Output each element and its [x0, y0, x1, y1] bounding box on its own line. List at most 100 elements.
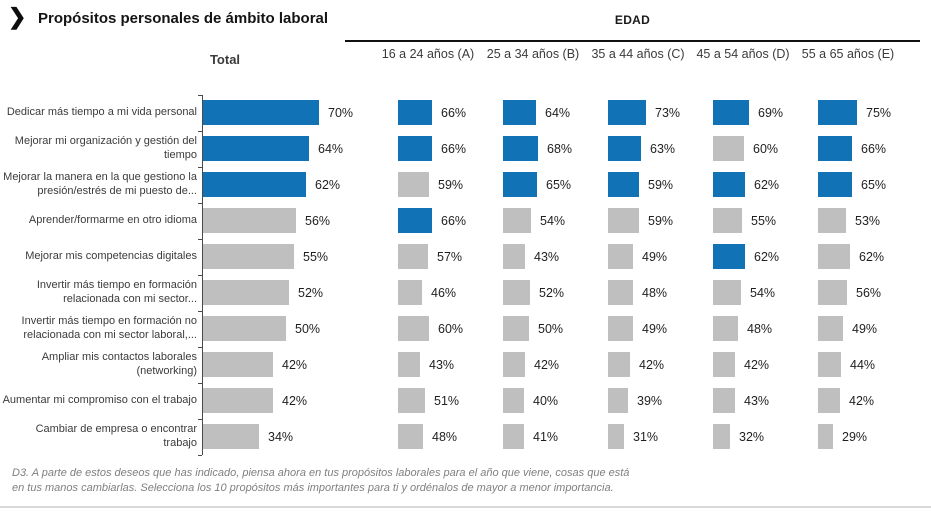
value-label: 56%: [856, 286, 882, 300]
axis-tick: [198, 311, 202, 312]
age-bar-highlighted: [398, 136, 432, 161]
age-bar: [503, 316, 529, 341]
value-label: 44%: [850, 358, 876, 372]
category-label: Mejorar mi organización y gestión del ti…: [14, 135, 197, 161]
value-label: 50%: [295, 322, 321, 336]
value-label: 49%: [642, 250, 668, 264]
value-label: 48%: [432, 430, 458, 444]
age-bar-highlighted: [818, 136, 852, 161]
value-label: 52%: [539, 286, 565, 300]
value-label: 73%: [655, 106, 681, 120]
column-header-age-E: 55 a 65 años (E): [801, 47, 895, 61]
value-label: 40%: [533, 394, 559, 408]
age-bar-highlighted: [503, 100, 536, 125]
total-bar: [203, 316, 286, 341]
total-bar: [203, 352, 273, 377]
age-bar: [818, 388, 840, 413]
age-bar-highlighted: [608, 136, 641, 161]
chart-row: Aprender/formarme en otro idioma 56% 66% 54…: [0, 203, 931, 239]
value-label: 68%: [547, 142, 573, 156]
value-label: 69%: [758, 106, 784, 120]
age-bar-highlighted: [608, 100, 646, 125]
value-label: 53%: [855, 214, 881, 228]
column-header-age-B: 25 a 34 años (B): [486, 47, 580, 61]
total-bar-highlighted: [203, 172, 306, 197]
value-label: 65%: [546, 178, 572, 192]
age-bar: [398, 424, 423, 449]
category-label: Invertir más tiempo en formación relacio…: [36, 279, 197, 305]
age-bar: [818, 208, 846, 233]
axis-tick: [198, 167, 202, 168]
total-bar: [203, 244, 294, 269]
value-label: 48%: [642, 286, 668, 300]
age-bar: [713, 316, 738, 341]
value-label: 62%: [859, 250, 885, 264]
age-bar-highlighted: [818, 172, 852, 197]
age-bar-highlighted: [503, 172, 537, 197]
axis-line: [202, 95, 203, 455]
axis-tick: [198, 203, 202, 204]
value-label: 42%: [639, 358, 665, 372]
age-bar-highlighted: [713, 172, 745, 197]
value-label: 54%: [540, 214, 566, 228]
chart-row: Invertir más tiempo en formación no rela…: [0, 311, 931, 347]
value-label: 32%: [739, 430, 765, 444]
total-bar: [203, 424, 259, 449]
column-header-age-C: 35 a 44 años (C): [591, 47, 685, 61]
age-bar: [503, 352, 525, 377]
footnote: D3. A parte de estos deseos que has indi…: [12, 467, 630, 494]
value-label: 63%: [650, 142, 676, 156]
total-bar-highlighted: [203, 100, 319, 125]
age-bar: [608, 352, 630, 377]
category-label: Invertir más tiempo en formación no rela…: [21, 315, 197, 341]
category-label: Mejorar mis competencias digitales: [25, 250, 197, 263]
age-bar: [503, 280, 530, 305]
value-label: 65%: [861, 178, 887, 192]
axis-tick: [198, 239, 202, 240]
value-label: 56%: [305, 214, 331, 228]
total-bar: [203, 208, 296, 233]
value-label: 34%: [268, 430, 294, 444]
age-bar: [608, 316, 633, 341]
age-bar: [608, 280, 633, 305]
age-bar: [503, 388, 524, 413]
age-bar: [398, 244, 428, 269]
chart-area: Dedicar más tiempo a mi vida personal 70%…: [0, 95, 931, 455]
category-label: Dedicar más tiempo a mi vida personal: [6, 106, 197, 119]
chart-row: Ampliar mis contactos laborales (network…: [0, 347, 931, 383]
chart-row: Invertir más tiempo en formación relacio…: [0, 275, 931, 311]
age-bar: [608, 424, 624, 449]
value-label: 59%: [438, 178, 464, 192]
axis-tick: [198, 95, 202, 96]
age-bar: [503, 424, 524, 449]
value-label: 43%: [534, 250, 560, 264]
value-label: 54%: [750, 286, 776, 300]
value-label: 31%: [633, 430, 659, 444]
age-bar: [713, 208, 742, 233]
chevron-right-icon: ❯: [8, 4, 27, 29]
age-group-underline: [345, 40, 920, 42]
value-label: 41%: [533, 430, 559, 444]
value-label: 59%: [648, 178, 674, 192]
age-bar: [818, 352, 841, 377]
age-bar: [398, 388, 425, 413]
age-bar-highlighted: [713, 100, 749, 125]
value-label: 43%: [744, 394, 770, 408]
category-label: Aprender/formarme en otro idioma: [28, 214, 197, 227]
value-label: 64%: [318, 142, 344, 156]
age-bar: [818, 316, 843, 341]
axis-tick: [198, 131, 202, 132]
age-bar: [818, 424, 833, 449]
axis-tick: [198, 455, 202, 456]
value-label: 48%: [747, 322, 773, 336]
category-label: Ampliar mis contactos laborales (network…: [41, 351, 197, 377]
column-header-age-D: 45 a 54 años (D): [696, 47, 790, 61]
value-label: 43%: [429, 358, 455, 372]
category-label: Cambiar de empresa o encontrar trabajo: [35, 423, 197, 449]
value-label: 55%: [303, 250, 329, 264]
total-bar-highlighted: [203, 136, 309, 161]
total-bar: [203, 388, 273, 413]
age-bar: [713, 424, 730, 449]
age-bar-highlighted: [503, 136, 538, 161]
value-label: 50%: [538, 322, 564, 336]
